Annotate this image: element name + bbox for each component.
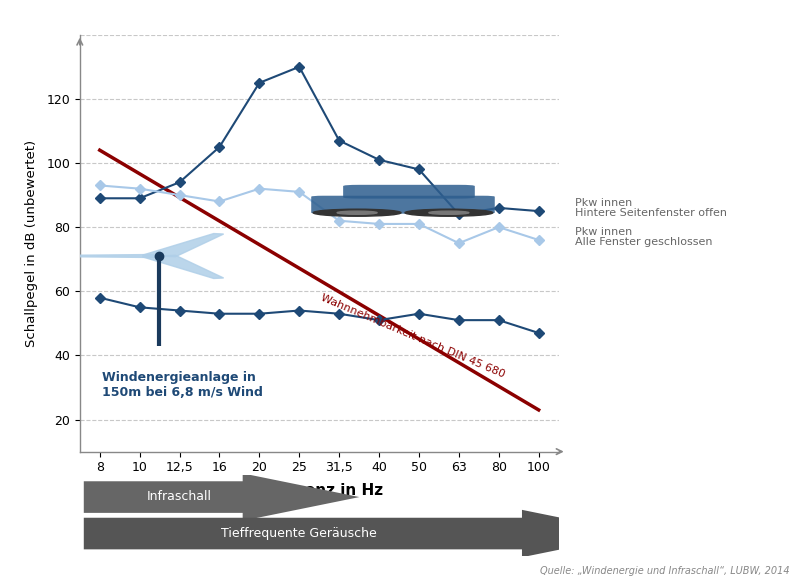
X-axis label: Frequenz in Hz: Frequenz in Hz [255,483,383,498]
FancyBboxPatch shape [311,196,495,214]
FancyBboxPatch shape [84,510,638,557]
Polygon shape [142,233,223,256]
Y-axis label: Schallpegel in dB (unbewertet): Schallpegel in dB (unbewertet) [25,140,38,347]
Text: Wahnnehmbarkeit nach DIN 45 680: Wahnnehmbarkeit nach DIN 45 680 [319,293,506,380]
Circle shape [337,211,377,214]
FancyBboxPatch shape [84,474,359,521]
Text: Tieffrequente Geräusche: Tieffrequente Geräusche [221,527,377,540]
Circle shape [313,209,401,216]
Text: Alle Fenster geschlossen: Alle Fenster geschlossen [575,237,712,247]
FancyBboxPatch shape [343,185,475,199]
Text: Windenergieanlage in
150m bei 6,8 m/s Wind: Windenergieanlage in 150m bei 6,8 m/s Wi… [102,372,263,400]
Text: Pkw innen: Pkw innen [575,198,632,208]
Circle shape [429,211,468,214]
Circle shape [405,209,492,216]
Text: Quelle: „Windenergie und Infraschall“, LUBW, 2014: Quelle: „Windenergie und Infraschall“, L… [540,566,790,576]
Polygon shape [142,255,223,278]
Text: Pkw innen: Pkw innen [575,227,632,237]
Text: Infraschall: Infraschall [147,490,212,503]
Text: Hintere Seitenfenster offen: Hintere Seitenfenster offen [575,208,726,218]
Polygon shape [39,254,159,258]
